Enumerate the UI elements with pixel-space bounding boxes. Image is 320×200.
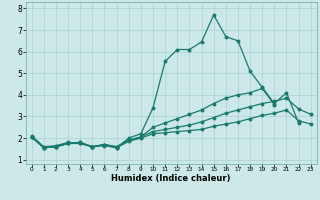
X-axis label: Humidex (Indice chaleur): Humidex (Indice chaleur) <box>111 174 231 183</box>
